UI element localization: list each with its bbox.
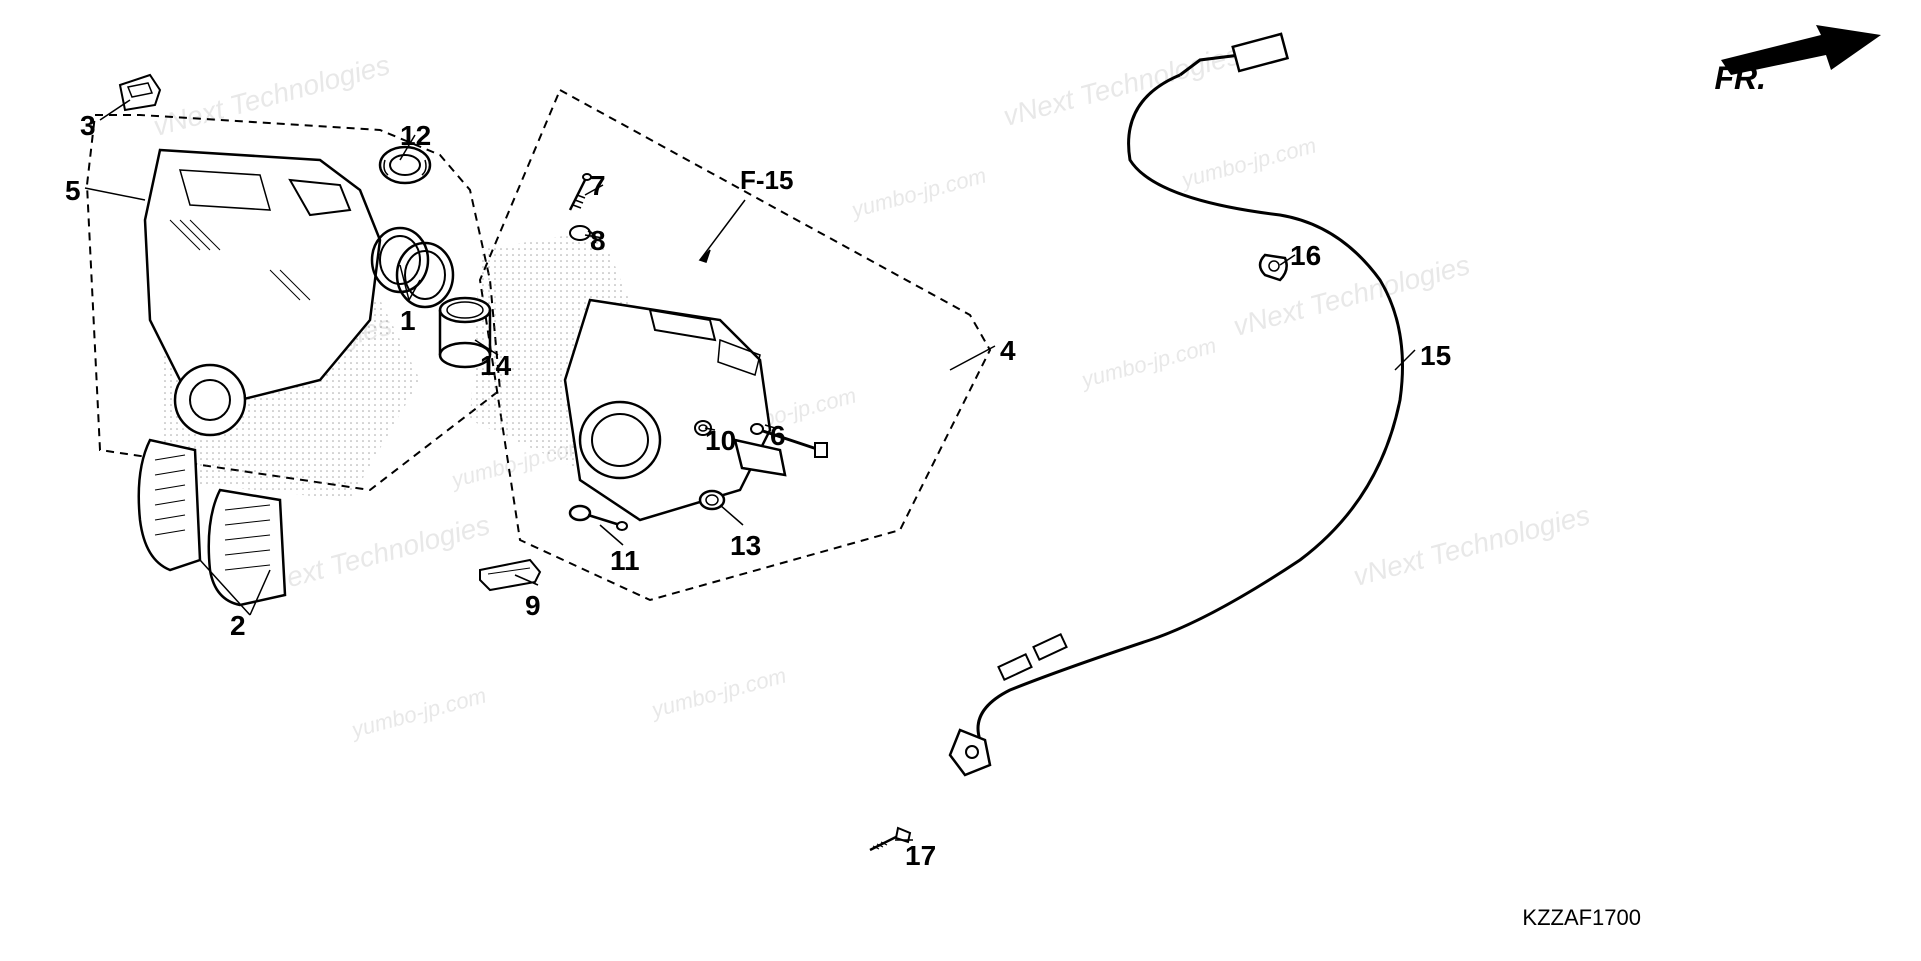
fr-label: FR. [1714,60,1766,97]
callout-5: 5 [65,175,81,207]
callout-10: 10 [705,425,736,457]
callout-3: 3 [80,110,96,142]
abs-sensor-cable [950,34,1403,775]
parts-diagram-svg [0,0,1921,961]
slide-pin [570,506,627,530]
callout-7: 7 [590,170,606,202]
retainer-clip [120,75,160,110]
parts-diagram-container: vNext Technologies vNext Technologies yu… [0,0,1921,961]
callout-15: 15 [1420,340,1451,372]
cross-reference-label: F-15 [740,165,793,196]
sensor-bolt [870,828,910,850]
callout-2: 2 [230,610,246,642]
callout-12: 12 [400,120,431,152]
callout-9: 9 [525,590,541,622]
callout-17: 17 [905,840,936,872]
callout-11: 11 [610,545,640,577]
diagram-part-code: KZZAF1700 [1522,905,1641,931]
cable-clamp [1260,255,1287,280]
callout-1: 1 [400,305,416,337]
callout-6: 6 [770,420,786,452]
callout-13: 13 [730,530,761,562]
pad-spring [480,560,540,590]
callout-16: 16 [1290,240,1321,272]
callout-4: 4 [1000,335,1016,367]
callout-8: 8 [590,225,606,257]
caliper-body [565,300,785,520]
callout-14: 14 [480,350,511,382]
bleeder-screw [570,174,591,210]
